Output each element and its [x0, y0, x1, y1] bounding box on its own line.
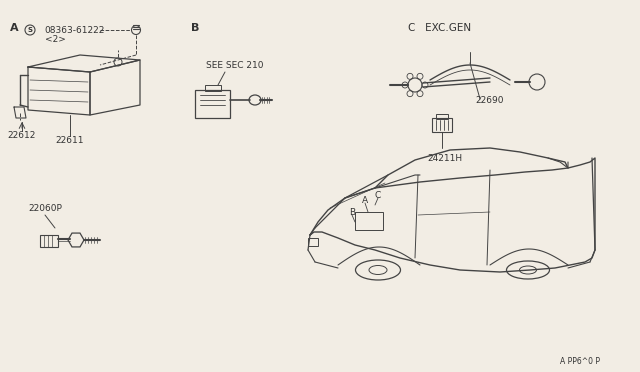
Text: C: C: [375, 190, 381, 199]
Bar: [355, 212, 383, 230]
Bar: [40, 235, 58, 247]
Text: C   EXC.GEN: C EXC.GEN: [408, 23, 471, 33]
Text: 22612: 22612: [8, 131, 36, 140]
Text: A: A: [10, 23, 19, 33]
Text: SEE SEC 210: SEE SEC 210: [206, 61, 264, 70]
Text: 22611: 22611: [56, 135, 84, 144]
Text: S: S: [28, 27, 33, 33]
Text: B: B: [349, 208, 355, 217]
Text: 08363-61222: 08363-61222: [45, 26, 105, 35]
Bar: [432, 118, 452, 132]
Text: B: B: [191, 23, 199, 33]
Text: 24211H: 24211H: [428, 154, 463, 163]
Text: 22060P: 22060P: [28, 203, 62, 212]
Text: <2>: <2>: [45, 35, 65, 44]
Bar: [436, 114, 448, 119]
Bar: [308, 238, 318, 246]
Text: 22690: 22690: [476, 96, 504, 105]
Text: A: A: [362, 196, 368, 205]
Bar: [195, 90, 230, 118]
Bar: [205, 85, 221, 91]
Text: A PP6^0 P: A PP6^0 P: [560, 357, 600, 366]
